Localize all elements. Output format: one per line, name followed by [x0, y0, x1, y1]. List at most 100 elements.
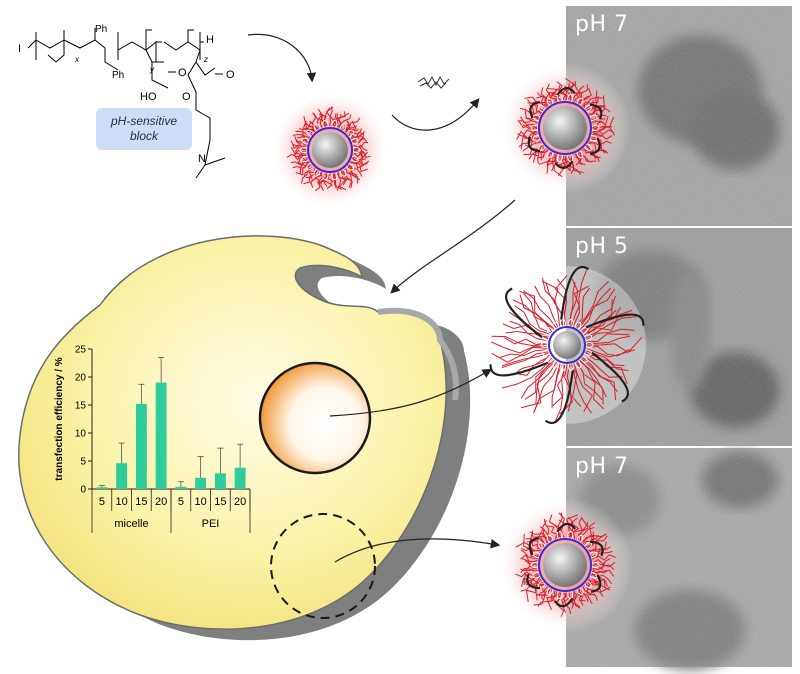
complex-ph7-bottom-dna-strand: [556, 522, 577, 533]
complex-ph7-bottom-chain: [582, 586, 598, 601]
complex-ph7-top-chain: [582, 90, 598, 107]
complex-ph5-chain: [498, 349, 548, 359]
free-micelle-chain: [342, 170, 353, 189]
free-micelle-chain: [298, 156, 308, 164]
complex-ph5-chain: [508, 311, 550, 337]
complex-ph7-bottom-chain: [573, 591, 581, 608]
complex-ph7-top-chain: [522, 132, 539, 141]
complex-ph7-top: [499, 62, 631, 194]
formula-sub-z: z: [203, 55, 208, 64]
free-micelle-chain: [352, 152, 367, 161]
complex-ph5-chain: [582, 357, 618, 393]
complex-ph5-chain: [491, 335, 548, 347]
complex-ph5-chain: [585, 352, 629, 372]
arrow-endosome-release: [329, 368, 493, 417]
complex-ph5-chain: [585, 316, 637, 339]
panel-label-2: pH 5: [575, 234, 629, 259]
complex-ph5-dna-strand: [591, 351, 629, 403]
complex-ph5-dna-strand: [560, 266, 590, 320]
complex-ph7-top-chain: [564, 155, 575, 174]
complex-ph7-top-chain: [579, 151, 592, 163]
complex-ph7-bottom-dna-strand: [590, 574, 602, 593]
chart-bar: [96, 487, 108, 489]
complex-ph7-bottom-chain: [536, 586, 548, 601]
complex-ph7-bottom-chain: [588, 533, 606, 551]
cell: [18, 235, 471, 641]
complex-ph5-chain: [579, 288, 616, 331]
complex-ph7-bottom-dna-strand: [589, 540, 604, 557]
complex-ph5-chain: [583, 355, 623, 378]
free-micelle-chain: [348, 164, 363, 177]
panel-label-1: pH 7: [575, 12, 629, 37]
free-micelle-chain: [336, 111, 346, 128]
complex-ph7-top-chain: [591, 132, 603, 137]
arrow-polymer-to-micelle: [247, 33, 317, 83]
complex-ph7-bottom-dna-strand: [553, 597, 574, 608]
complex-ph5-chain: [533, 362, 560, 414]
free-micelle-chain: [332, 113, 339, 127]
complex-ph7-bottom-chain: [568, 522, 580, 539]
complex-ph5-dna-strand: [505, 287, 543, 339]
panel-label-3: pH 7: [575, 454, 629, 479]
complex-ph5-chain: [523, 293, 554, 331]
chart-bar: [214, 473, 226, 489]
free-micelle-chain: [309, 170, 318, 184]
complex-ph7-top-dna-strand: [529, 101, 541, 119]
complex-ph5-chain: [578, 360, 604, 405]
free-micelle-chain: [339, 171, 348, 186]
complex-ph5-chain: [584, 353, 628, 384]
polymer-structure: [27, 28, 226, 179]
chart-bar: [234, 467, 246, 489]
free-micelle-chain: [301, 167, 314, 184]
complex-ph5-chain: [491, 346, 548, 363]
free-micelle-chain: [312, 112, 321, 129]
complex-ph5-chain: [524, 359, 555, 400]
complex-ph7-top-chain: [517, 129, 538, 138]
formula-ph-1: Ph: [95, 24, 107, 35]
complex-ph5-chain: [569, 278, 579, 326]
chart-bar: [195, 477, 207, 489]
free-micelle-chain: [345, 168, 361, 181]
ph-block-line2: block: [129, 129, 158, 143]
complex-ph7-bottom-dna-strand: [526, 573, 541, 590]
free-micelle-chain: [297, 159, 309, 167]
complex-ph7-bottom-chain: [538, 584, 546, 597]
complex-ph5-chain: [513, 355, 551, 376]
complex-ph5-chain: [490, 341, 548, 354]
complex-ph7-top-dna-strand: [589, 137, 601, 155]
complex-ph7-bottom-chain: [533, 587, 550, 606]
formula-sub-x: x: [74, 55, 80, 64]
endosome: [258, 361, 372, 475]
dashed-vesicle: [270, 513, 376, 619]
complex-ph7-top-dna-strand: [589, 103, 603, 120]
free-micelle-chain: [353, 144, 368, 152]
complex-ph7-top-chain: [592, 126, 616, 136]
complex-ph5-chain: [586, 336, 643, 354]
complex-ph7-bottom-chain: [572, 517, 584, 539]
complex-ph7-top-chain: [536, 95, 549, 107]
formula-iodine: I: [18, 43, 21, 55]
free-micelle-chain: [352, 135, 368, 143]
free-micelle-chain: [302, 127, 312, 136]
complex-ph7-bottom-chain: [546, 525, 558, 539]
complex-ph7-bottom-blue-shell: [538, 538, 592, 592]
complex-ph7-bottom-chain: [520, 567, 538, 572]
ph-sensitive-block-label: pH-sensitive block: [96, 108, 192, 150]
complex-ph5-chain: [504, 337, 548, 346]
dna-icon: [417, 75, 450, 89]
complex-ph5-dna-strand: [489, 361, 549, 377]
complex-ph5-chain: [535, 361, 556, 405]
complex-ph7-top-chain: [553, 155, 563, 178]
complex-ph7-bottom-chain: [546, 590, 556, 610]
complex-ph7-top-chain: [584, 147, 601, 159]
complex-ph7-top-chain: [558, 155, 569, 169]
formula-sub-y: y: [149, 65, 155, 74]
free-micelle-chain: [286, 153, 307, 158]
formula-ph-2: Ph: [112, 70, 124, 81]
complex-ph7-top-chain: [538, 151, 552, 165]
complex-ph5-chain: [523, 290, 557, 329]
complex-ph7-top-chain: [569, 155, 582, 175]
complex-ph5-chain: [534, 285, 559, 328]
complex-ph7-top-chain: [585, 96, 599, 110]
